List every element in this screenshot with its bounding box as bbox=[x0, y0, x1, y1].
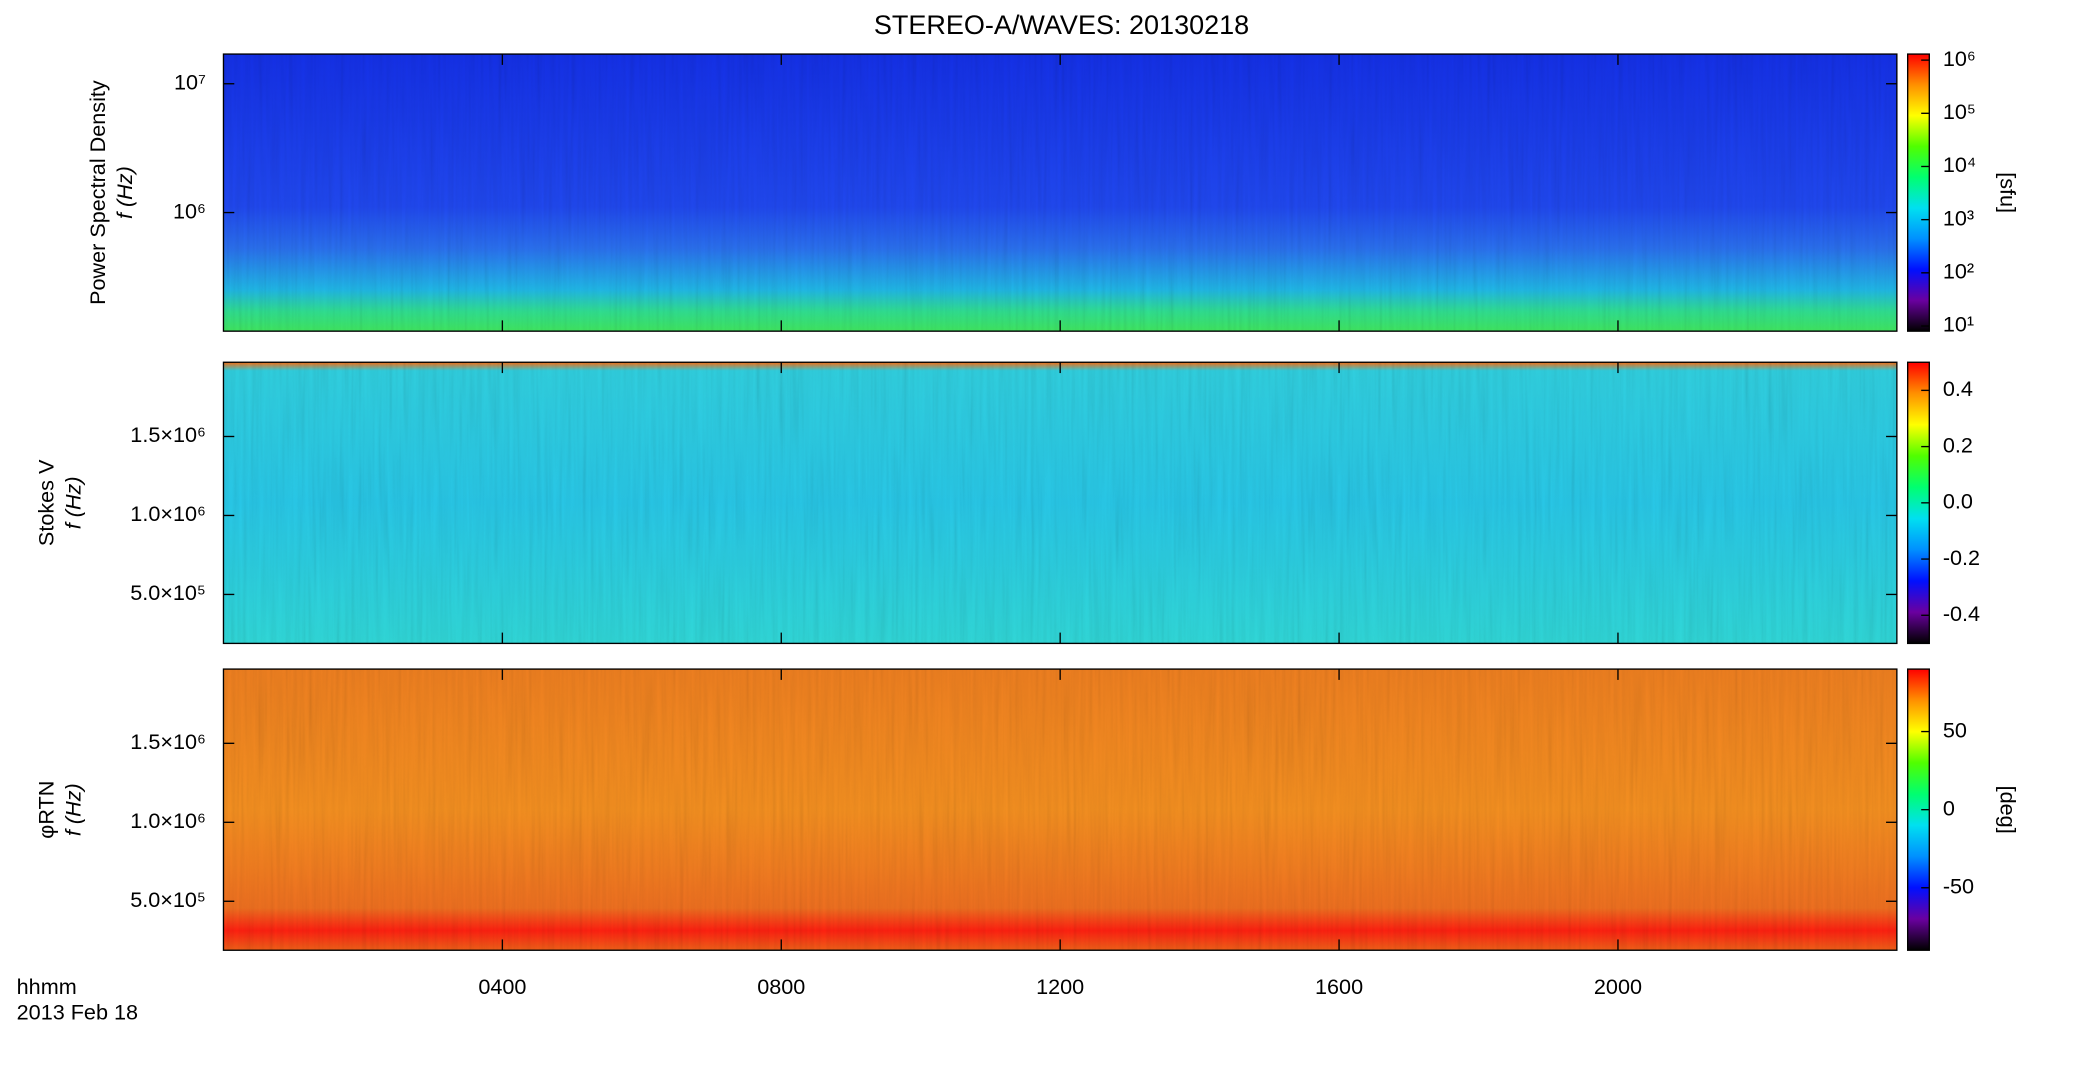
x-axis-label: hhmm bbox=[17, 974, 77, 999]
spectrogram-texture bbox=[223, 54, 1897, 332]
x-tick-label: 1600 bbox=[1315, 974, 1363, 999]
colorbar-label: [sfu] bbox=[1996, 172, 2021, 213]
colorbar-tick-label: 10⁴ bbox=[1943, 152, 1976, 177]
colorbar-tick-label: 0.4 bbox=[1943, 376, 1973, 401]
y-axis-label: Power Spectral Density bbox=[85, 80, 110, 305]
y-axis-label: f (Hz) bbox=[61, 476, 86, 529]
colorbar-tick-label: 0.0 bbox=[1943, 489, 1973, 514]
y-tick-label: 5.0×10⁵ bbox=[130, 887, 206, 912]
colorbar-tick-label: 10⁶ bbox=[1943, 46, 1976, 71]
y-tick-label: 1.0×10⁶ bbox=[130, 501, 206, 526]
colorbar-tick-label: 10⁵ bbox=[1943, 99, 1976, 124]
colorbar-tick-label: 0.2 bbox=[1943, 432, 1973, 457]
y-tick-label: 10⁷ bbox=[174, 69, 206, 94]
colorbar-tick-label: 10² bbox=[1943, 259, 1974, 284]
x-tick-label: 0400 bbox=[478, 974, 526, 999]
date-label: 2013 Feb 18 bbox=[17, 999, 138, 1024]
colorbar-label: [deg] bbox=[1996, 786, 2021, 834]
colorbar-tick-label: -0.4 bbox=[1943, 601, 1980, 626]
x-tick-label: 0800 bbox=[757, 974, 805, 999]
spectrogram-texture bbox=[223, 362, 1897, 644]
y-tick-label: 10⁶ bbox=[173, 198, 206, 223]
chart-title: STEREO-A/WAVES: 20130218 bbox=[874, 10, 1249, 40]
x-tick-label: 2000 bbox=[1594, 974, 1642, 999]
colorbar-tick-label: 0 bbox=[1943, 795, 1955, 820]
colorbar-tick-label: 10¹ bbox=[1943, 312, 1974, 337]
colorbar-tick-label: 10³ bbox=[1943, 205, 1974, 230]
colorbar bbox=[1906, 53, 1930, 332]
colorbar-tick-label: -50 bbox=[1943, 873, 1974, 898]
y-tick-label: 1.5×10⁶ bbox=[130, 729, 206, 754]
spectrogram-texture bbox=[223, 669, 1897, 951]
y-tick-label: 1.5×10⁶ bbox=[130, 422, 206, 447]
y-axis-label: f (Hz) bbox=[61, 783, 86, 836]
y-axis-label: Stokes V bbox=[33, 459, 58, 546]
y-tick-label: 1.0×10⁶ bbox=[130, 808, 206, 833]
x-tick-label: 1200 bbox=[1036, 974, 1084, 999]
y-axis-label: f (Hz) bbox=[112, 166, 137, 219]
y-axis-label: φRTN bbox=[33, 781, 58, 839]
colorbar-tick-label: 50 bbox=[1943, 717, 1967, 742]
y-tick-label: 5.0×10⁵ bbox=[130, 580, 206, 605]
colorbar-tick-label: -0.2 bbox=[1943, 545, 1980, 570]
